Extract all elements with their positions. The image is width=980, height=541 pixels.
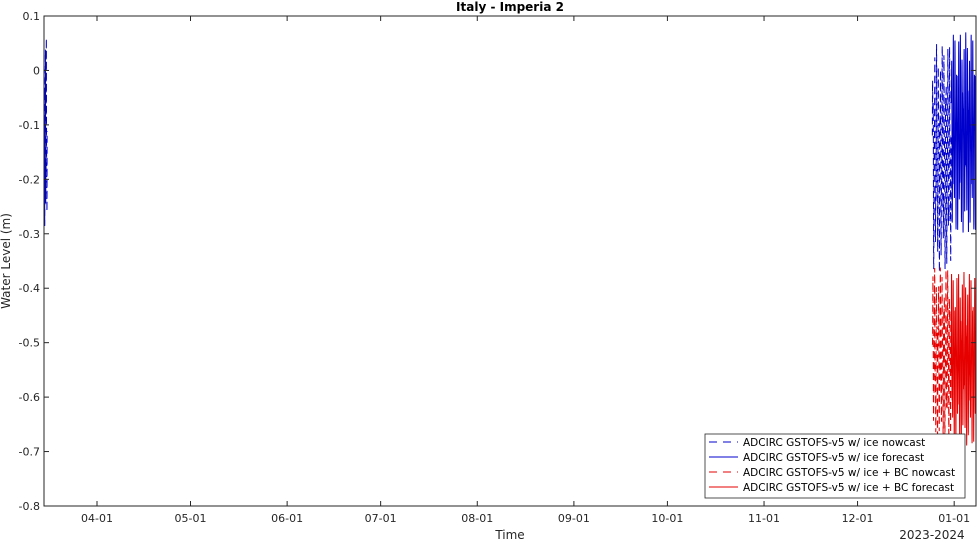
series-line-0-segment-1 (931, 44, 952, 272)
y-tick-label: -0.1 (19, 119, 40, 132)
chart-title: Italy - Imperia 2 (456, 0, 564, 14)
y-tick-label: 0 (33, 64, 40, 77)
x-tick-label: 05-01 (175, 512, 207, 525)
legend-box (704, 433, 966, 499)
series-line-1-segment-0 (950, 32, 977, 233)
series-line-3-segment-0 (950, 271, 977, 446)
legend-label: ADCIRC GSTOFS-v5 w/ ice nowcast (743, 437, 925, 449)
x-axis: 04-01 05-01 06-01 07-01 08-01 09-01 10-01 11-01… (81, 16, 970, 525)
x-tick-label: 04-01 (81, 512, 113, 525)
x-tick-label: 12-01 (842, 512, 874, 525)
x-tick-label: 11-01 (748, 512, 780, 525)
x-axis-secondary-label: 2023-2024 (899, 528, 964, 541)
series-line-0-segment-0 (43, 38, 48, 227)
x-axis-title: Time (494, 528, 524, 541)
y-tick-label: -0.6 (19, 391, 40, 404)
y-tick-label: -0.2 (19, 173, 40, 186)
plot-area-frame (43, 15, 977, 507)
y-axis: 0.1 0 -0.1 -0.2 -0.3 -0.4 -0.5 -0.6 -0.7 -0.8 (19, 10, 976, 513)
y-tick-label: -0.3 (19, 228, 40, 241)
legend-label: ADCIRC GSTOFS-v5 w/ ice + BC nowcast (743, 467, 955, 479)
y-tick-label: -0.8 (19, 500, 40, 513)
x-tick-label: 07-01 (365, 512, 397, 525)
legend-label: ADCIRC GSTOFS-v5 w/ ice forecast (743, 452, 924, 464)
y-tick-label: -0.4 (19, 282, 40, 295)
x-tick-label: 06-01 (271, 512, 303, 525)
x-tick-label: 08-01 (461, 512, 493, 525)
y-tick-label: -0.5 (19, 337, 40, 350)
legend: ADCIRC GSTOFS-v5 w/ ice nowcast ADCIRC GS… (704, 433, 966, 499)
series-layer (43, 32, 977, 447)
legend-label: ADCIRC GSTOFS-v5 w/ ice + BC forecast (743, 482, 954, 494)
x-tick-label: 09-01 (558, 512, 590, 525)
series-line-2-segment-0 (931, 267, 952, 447)
y-axis-title: Water Level (m) (0, 213, 13, 309)
x-tick-label: 10-01 (651, 512, 683, 525)
y-tick-label: -0.7 (19, 446, 40, 459)
y-tick-label: 0.1 (23, 10, 41, 23)
x-tick-label: 01-01 (938, 512, 970, 525)
